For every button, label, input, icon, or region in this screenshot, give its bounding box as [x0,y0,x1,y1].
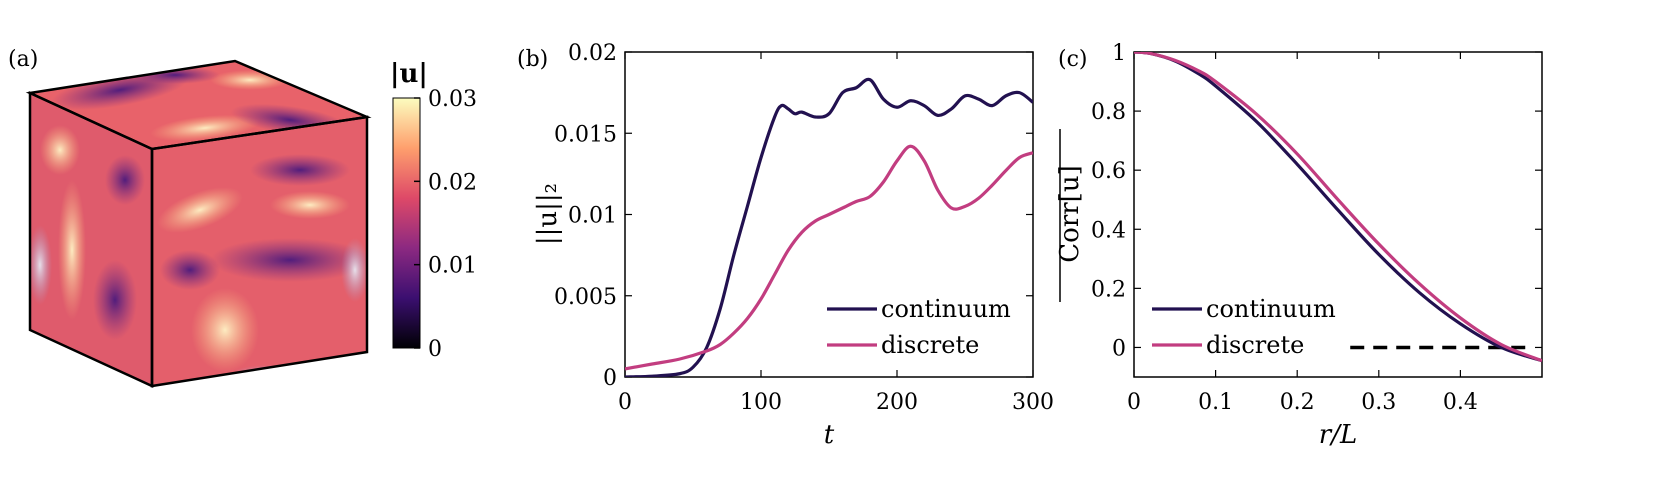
series-line-continuum [625,77,1033,377]
plot-c-data [1134,52,1542,363]
x-tick-label: 0.3 [1361,390,1396,415]
x-tick-label: 100 [740,390,782,415]
y-tick-label: 0.02 [568,41,617,66]
x-tick-label: 0.2 [1280,390,1315,415]
ylabel-b: ||u||₂ [533,183,563,245]
cube-field [25,59,372,388]
plot-b-data [625,77,1033,377]
y-tick-label: 1 [1112,41,1126,66]
legend-label-continuum: continuum [881,295,1011,323]
colorbar-tick-label: 0.01 [428,254,477,279]
y-tick-label: 0 [603,366,617,391]
plot-c: 0 0.1 0.2 0.3 0.4 0 0.2 0.4 0.6 0.8 1 continuum disc… [1091,41,1543,415]
y-tick-label: 0.015 [554,122,617,147]
x-tick-label: 300 [1012,390,1054,415]
series-line-continuum [1134,52,1542,363]
cube-front-edge [150,115,369,388]
panel-label-c: (c) [1058,47,1088,72]
y-tick-label: 0.4 [1091,218,1126,243]
x-tick-label: 0 [1127,390,1141,415]
legend-label-discrete: discrete [881,331,979,359]
colorbar-tick-label: 0.02 [428,170,477,195]
series-line-discrete [1134,52,1542,363]
cube-front-face [152,117,367,386]
y-tick-label: 0.2 [1091,277,1126,302]
colorbar-tick-label: 0 [428,337,442,362]
y-tick-label: 0 [1112,336,1126,361]
x-tick-label: 0 [618,390,632,415]
series-line-discrete [625,144,1033,371]
cube-top-face [30,61,367,149]
legend-label-discrete: discrete [1206,331,1304,359]
colorbar-tick-label: 0.03 [428,87,477,112]
panel-label-b: (b) [517,47,548,72]
plot-c-frame [1133,51,1543,378]
x-tick-label: 0.1 [1198,390,1233,415]
y-tick-label: 0.8 [1091,100,1126,125]
plot-b: 0 100 200 300 0 0.005 0.01 0.015 0.02 continuum di… [554,41,1054,415]
legend-label-continuum: continuum [1206,295,1336,323]
xlabel-b: t [824,420,835,450]
cube-left-face [30,93,152,386]
x-tick-label: 0.4 [1443,390,1478,415]
panel-label-a: (a) [8,47,38,72]
colorbar-label: |u| [390,59,428,89]
colorbar: |u| 0 0.01 0.02 0.03 [390,59,477,362]
xlabel-c: r/L [1319,420,1357,450]
y-tick-label: 0.005 [554,285,617,310]
y-tick-label: 0.01 [568,204,617,229]
x-tick-label: 200 [876,390,918,415]
y-tick-label: 0.6 [1091,159,1126,184]
colorbar-ticks: 0 0.01 0.02 0.03 [414,87,477,362]
colorbar-bar [392,97,421,349]
